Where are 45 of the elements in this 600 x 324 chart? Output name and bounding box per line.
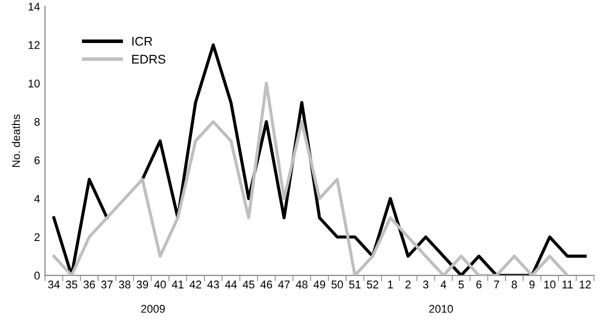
x-tick-label: 8 [512, 280, 517, 288]
x-tick-label: 1 [388, 280, 393, 288]
x-tick-label: 48 [296, 280, 308, 288]
legend-label: ICR [132, 36, 152, 46]
x-tick-label: 34 [48, 280, 60, 288]
x-tick-label: 6 [476, 280, 482, 288]
x-tick-label: 46 [260, 280, 272, 288]
y-tick-label: 4 [34, 194, 40, 203]
x-tick-label: 36 [84, 280, 95, 288]
y-tick-label: 6 [34, 156, 40, 164]
x-tick-label: 2 [406, 280, 411, 288]
x-tick-label: 41 [172, 280, 184, 288]
x-tick-label: 42 [190, 280, 202, 288]
x-tick-label: 51 [349, 280, 361, 288]
x-tick-label: 45 [242, 280, 254, 288]
x-tick-label: 3 [423, 280, 428, 288]
x-tick-label: 10 [544, 280, 556, 288]
x-tick-label: 4 [440, 280, 446, 288]
x-tick-label: 47 [278, 280, 290, 288]
line-series [52, 82, 569, 276]
x-tick-label: 43 [207, 280, 219, 288]
text: 2010 [429, 304, 453, 313]
x-tick-label: 11 [562, 280, 573, 288]
legend-label: EDRS [132, 54, 166, 64]
x-tick-label: 50 [331, 280, 343, 288]
x-tick-label: 39 [136, 280, 148, 288]
x-tick-label: 40 [154, 280, 166, 288]
x-tick-label: 7 [494, 280, 500, 288]
y-tick-label: 12 [28, 41, 40, 49]
y-tick-label: 14 [28, 2, 40, 11]
y-tick-label: 10 [28, 80, 40, 88]
y-tick-label: 8 [34, 118, 40, 126]
x-tick-label: 52 [366, 280, 378, 288]
text: 2009 [141, 304, 165, 313]
x-tick-label: 12 [580, 280, 591, 288]
x-tick-label: 44 [225, 280, 237, 288]
y-tick-label: 0 [34, 272, 40, 280]
x-tick-label: 38 [118, 280, 130, 288]
y-tick-label: 2 [34, 233, 40, 242]
x-tick-label: 9 [529, 280, 535, 288]
x-tick-label: 35 [66, 280, 78, 288]
x-tick-label: 49 [314, 280, 326, 288]
x-tick-label: 37 [101, 280, 113, 288]
y-axis-title: No. deaths [12, 114, 20, 167]
x-tick-label: 5 [458, 280, 464, 288]
